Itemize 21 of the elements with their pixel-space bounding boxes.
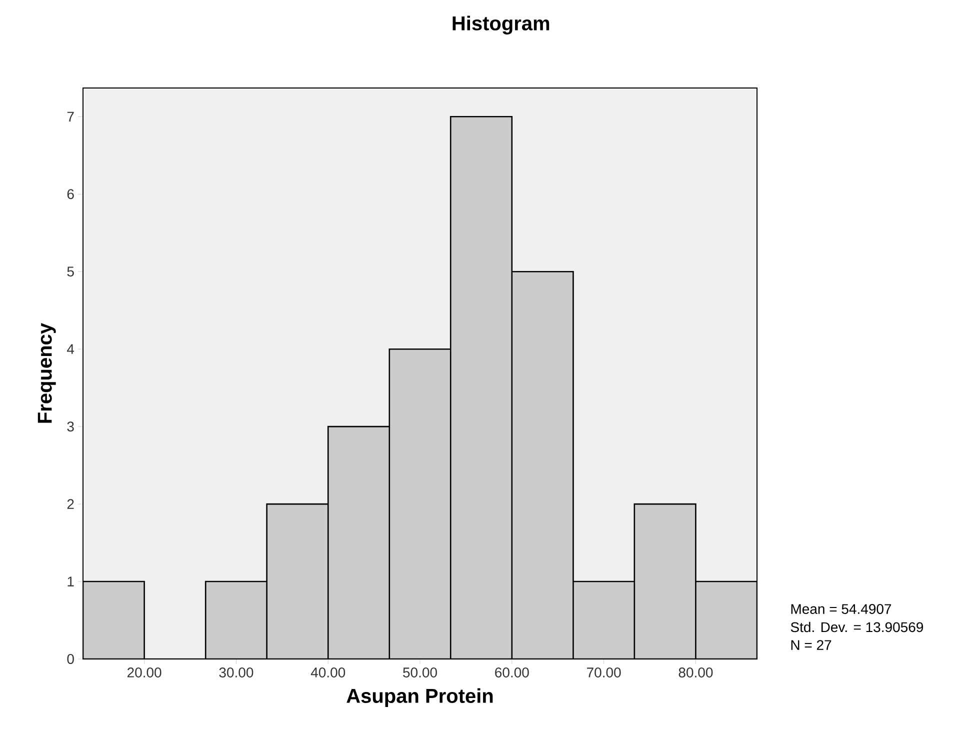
x-tick-label: 60.00 — [495, 668, 529, 678]
x-axis-title: Asupan Protein — [346, 688, 493, 707]
y-tick-label: 0 — [67, 654, 74, 664]
y-tick-label: 5 — [67, 266, 74, 276]
x-tick-label: 80.00 — [678, 668, 713, 678]
text: Mean = 54.4907 — [791, 604, 892, 614]
x-tick-label: 30.00 — [219, 668, 254, 678]
x-tick-label: 50.00 — [403, 668, 437, 678]
y-tick-label: 4 — [66, 344, 74, 354]
y-axis-title: Frequency — [38, 323, 56, 423]
y-tick-label: 1 — [68, 576, 74, 586]
x-tick-label: 70.00 — [587, 668, 621, 678]
text: Std. Dev. = 13.90569 — [790, 622, 924, 632]
y-tick-label: 6 — [67, 189, 74, 200]
y-tick-label: 2 — [67, 499, 74, 509]
y-tick-label: 7 — [67, 112, 74, 122]
y-tick-label: 3 — [67, 422, 74, 432]
x-tick-label: 40.00 — [310, 668, 346, 678]
text: N = 27 — [791, 640, 832, 650]
x-tick-label: 20.00 — [127, 668, 162, 678]
chart-title: Histogram — [452, 16, 550, 34]
